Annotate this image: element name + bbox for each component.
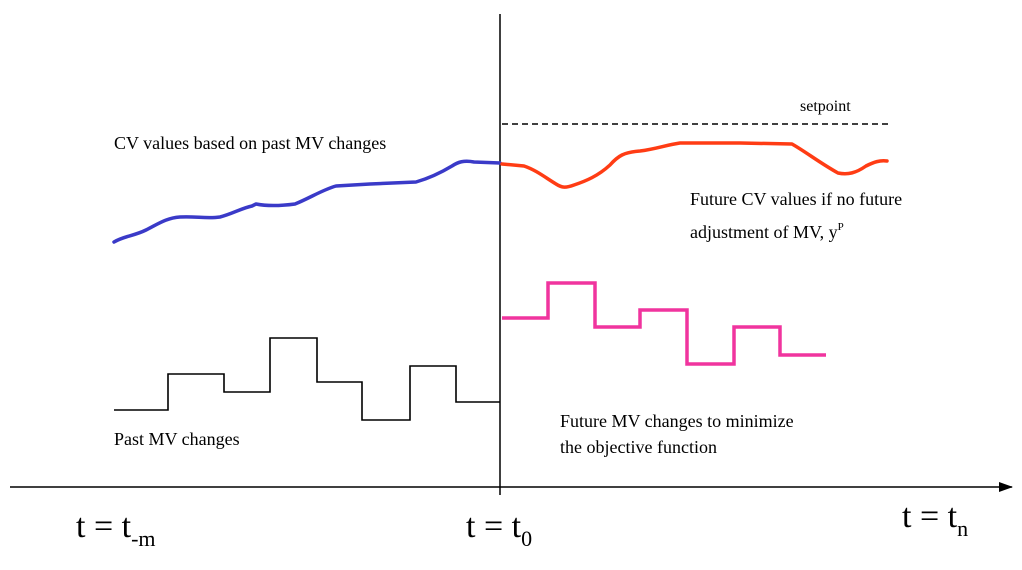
future-cv-label-line2: adjustment of MV, yP [690, 221, 844, 242]
future-mv-label-line1: Future MV changes to minimize [560, 411, 794, 431]
future-cv-curve [500, 141, 889, 189]
time-label-t-zero: t = t0 [466, 508, 533, 551]
future-mv-steps [502, 281, 826, 366]
past-cv-curve [112, 159, 502, 244]
past-cv-label: CV values based on past MV changes [114, 133, 387, 153]
superscript-p: P [837, 221, 844, 233]
past-mv-label: Past MV changes [114, 429, 240, 449]
future-cv-label-line1: Future CV values if no future [690, 189, 903, 209]
future-mv-label-line2: the objective function [560, 437, 717, 457]
time-label-t-n: t = tn [902, 498, 969, 541]
time-label-t-minus-m: t = t-m [76, 508, 156, 551]
setpoint-label: setpoint [800, 98, 851, 115]
past-mv-steps [114, 337, 500, 421]
